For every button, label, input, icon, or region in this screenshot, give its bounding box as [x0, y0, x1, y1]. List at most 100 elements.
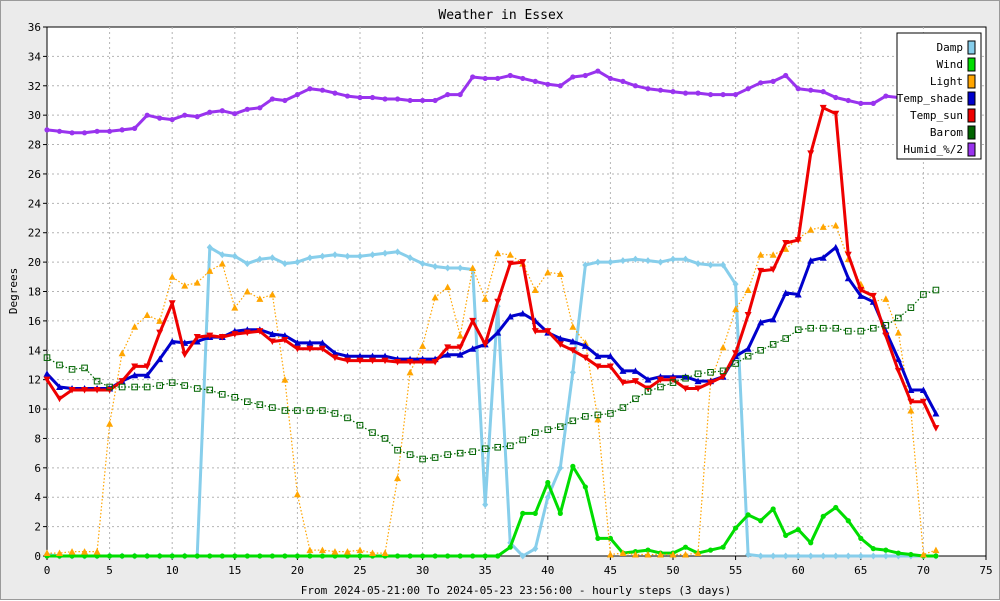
- data-point-temp-sun: [68, 386, 76, 394]
- data-point-humid-2: [94, 128, 100, 134]
- data-point-humid-2: [545, 81, 551, 87]
- data-point-humid-2: [107, 128, 113, 134]
- data-point-light: [556, 270, 564, 277]
- data-point-barom: [344, 414, 351, 422]
- data-point-wind: [294, 553, 300, 559]
- x-tick-label: 5: [106, 564, 113, 577]
- data-point-wind: [169, 553, 175, 559]
- data-point-light: [544, 268, 552, 276]
- data-point-wind: [269, 553, 275, 559]
- data-point-humid-2: [420, 97, 426, 104]
- y-tick-label: 22: [28, 227, 41, 240]
- data-point-humid-2: [470, 74, 476, 80]
- data-point-temp-sun: [81, 386, 89, 394]
- data-point-barom: [807, 324, 815, 332]
- data-point-barom: [932, 286, 940, 294]
- data-point-wind: [144, 553, 150, 559]
- data-point-wind: [219, 553, 225, 559]
- legend-label-barom: Barom: [930, 126, 963, 139]
- data-point-humid-2: [219, 108, 225, 114]
- data-point-temp-sun: [206, 332, 214, 340]
- x-tick-label: 60: [792, 564, 805, 577]
- data-point-light: [419, 342, 427, 349]
- data-point-wind: [933, 553, 939, 559]
- data-point-wind: [845, 518, 851, 524]
- data-point-temp-sun: [869, 292, 877, 300]
- data-point-wind: [282, 553, 288, 559]
- data-point-temp-sun: [143, 363, 151, 370]
- data-point-humid-2: [56, 128, 63, 134]
- data-point-temp-sun: [794, 237, 802, 244]
- data-point-light: [43, 549, 51, 557]
- y-tick-label: 14: [28, 344, 42, 357]
- series-humid-2: [44, 68, 914, 137]
- data-point-light: [343, 548, 351, 555]
- data-point-temp-sun: [556, 341, 564, 348]
- data-point-damp: [231, 252, 238, 260]
- data-point-barom: [732, 360, 739, 367]
- data-point-damp: [432, 263, 439, 271]
- data-point-wind: [495, 553, 501, 559]
- legend-swatch-barom: [967, 125, 976, 140]
- data-point-light: [907, 407, 915, 414]
- data-point-temp-shade: [619, 367, 627, 374]
- data-point-barom: [569, 417, 577, 425]
- data-point-wind: [69, 553, 75, 559]
- data-point-wind: [244, 553, 250, 559]
- data-point-barom: [143, 383, 151, 391]
- data-point-light: [656, 551, 664, 558]
- data-point-damp: [644, 257, 651, 265]
- data-point-wind: [908, 551, 914, 558]
- x-tick-label: 20: [291, 564, 304, 577]
- data-point-light: [757, 251, 765, 258]
- data-point-barom: [769, 341, 777, 348]
- data-point-humid-2: [207, 109, 213, 115]
- data-point-damp: [745, 551, 752, 559]
- data-point-humid-2: [783, 72, 789, 79]
- data-point-temp-shade: [306, 339, 314, 346]
- data-point-temp-shade: [281, 332, 289, 339]
- data-point-damp: [695, 260, 702, 268]
- data-point-temp-sun: [419, 359, 427, 366]
- data-point-temp-sun: [932, 425, 940, 432]
- data-point-damp: [244, 260, 251, 268]
- data-point-temp-sun: [631, 378, 639, 385]
- data-point-humid-2: [582, 72, 588, 79]
- data-point-wind: [833, 504, 839, 511]
- data-point-damp: [882, 552, 889, 560]
- data-point-barom: [444, 451, 451, 458]
- data-point-barom: [632, 395, 639, 403]
- data-point-wind: [720, 544, 726, 550]
- data-point-temp-sun: [506, 260, 514, 268]
- legend-label-light: Light: [930, 75, 963, 88]
- data-point-barom: [256, 401, 264, 408]
- data-point-barom: [456, 449, 464, 457]
- data-point-damp: [582, 261, 589, 269]
- data-point-damp: [707, 261, 714, 269]
- data-point-barom: [832, 324, 840, 332]
- data-point-humid-2: [157, 115, 163, 121]
- data-point-humid-2: [495, 75, 501, 82]
- data-point-light: [531, 286, 539, 294]
- data-point-light: [106, 420, 114, 427]
- data-point-damp: [770, 552, 777, 560]
- data-point-humid-2: [758, 80, 764, 86]
- data-point-damp: [219, 251, 226, 259]
- series-temp-sun: [43, 104, 940, 432]
- data-point-light: [81, 548, 89, 555]
- data-point-damp: [857, 552, 864, 560]
- data-point-temp-shade: [932, 409, 940, 417]
- data-point-wind: [420, 553, 426, 559]
- data-point-light: [481, 295, 489, 302]
- data-point-temp-sun: [857, 287, 865, 294]
- data-point-wind: [357, 553, 363, 559]
- data-point-barom: [669, 379, 677, 386]
- x-tick-label: 15: [228, 564, 241, 577]
- data-point-temp-sun: [131, 363, 139, 370]
- data-point-wind: [783, 532, 789, 539]
- data-point-wind: [307, 553, 313, 559]
- data-point-temp-sun: [519, 259, 527, 266]
- data-point-light: [894, 329, 902, 336]
- data-point-wind: [157, 553, 163, 559]
